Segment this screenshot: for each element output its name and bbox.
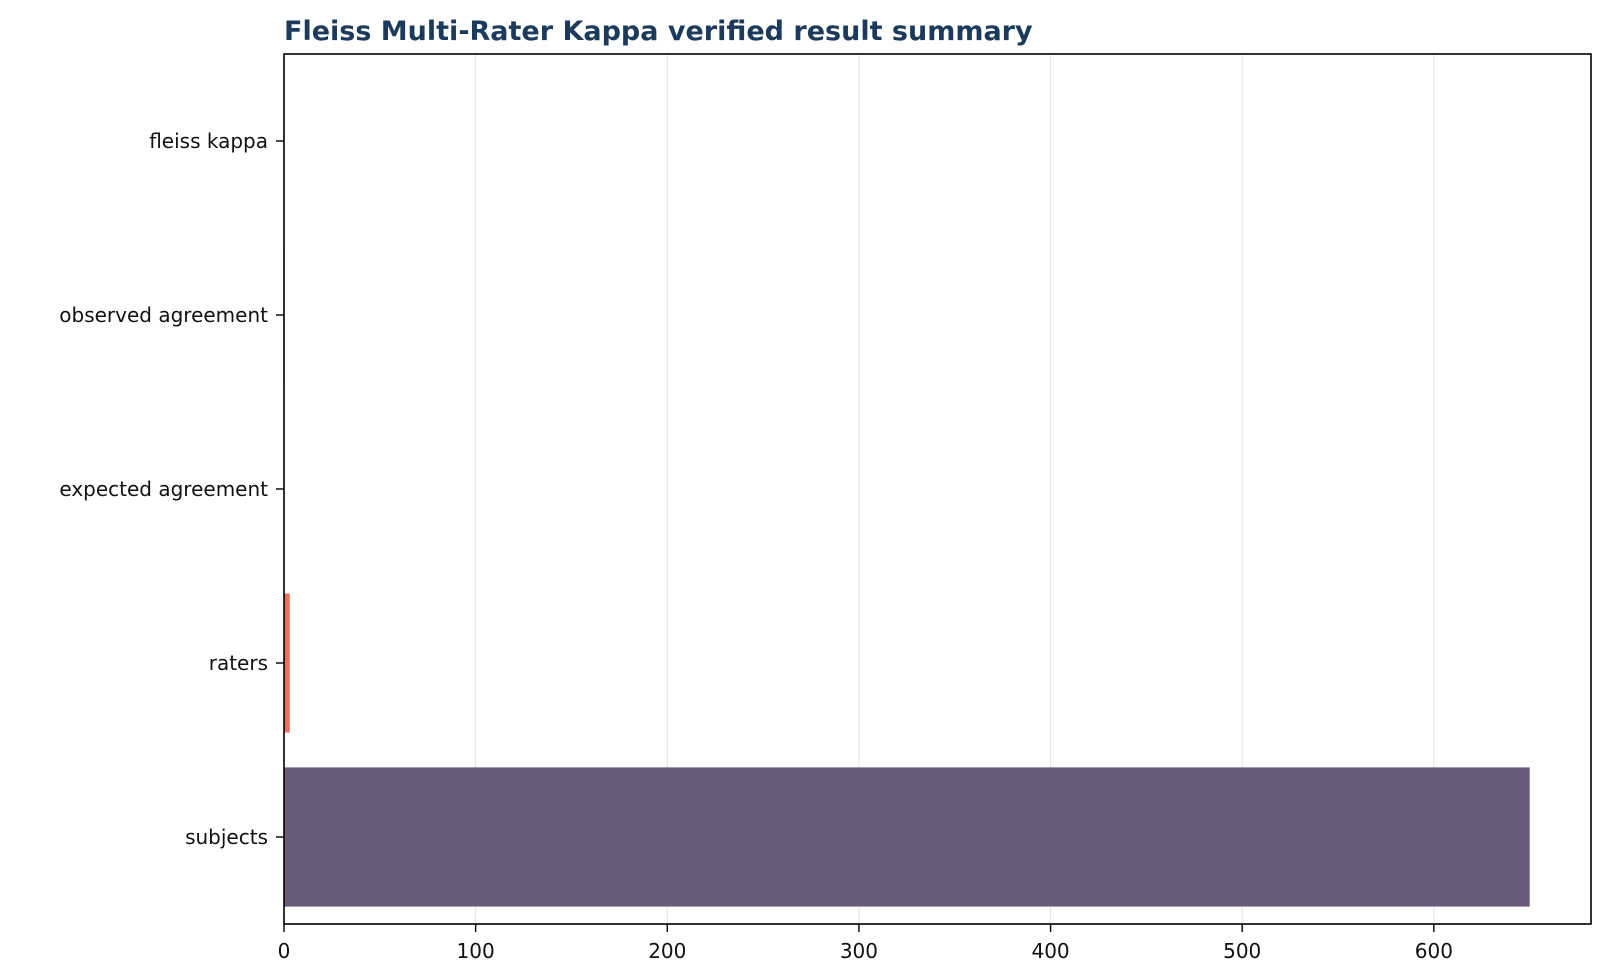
y-axis: subjects raters expected agreement observed…: [59, 129, 284, 849]
y-tick-label: observed agreement: [59, 303, 268, 327]
chart-title: Fleiss Multi-Rater Kappa verified result…: [284, 16, 1033, 47]
x-tick-label: 0: [278, 939, 291, 963]
bar-raters: [284, 593, 290, 733]
x-tick-label: 300: [840, 939, 878, 963]
x-axis: 0 100 200 300 400 500 600: [278, 924, 1453, 963]
y-tick-label: fleiss kappa: [149, 129, 268, 153]
bar-subjects: [284, 767, 1530, 907]
x-tick-label: 200: [648, 939, 686, 963]
x-gridlines: [283, 54, 1435, 924]
x-tick-label: 500: [1223, 939, 1261, 963]
x-tick-label: 100: [457, 939, 495, 963]
bars: [284, 71, 1530, 907]
x-tick-label: 400: [1031, 939, 1069, 963]
y-tick-label: subjects: [185, 825, 268, 849]
y-tick-label: raters: [209, 651, 268, 675]
y-tick-label: expected agreement: [59, 477, 268, 501]
x-tick-label: 600: [1415, 939, 1453, 963]
